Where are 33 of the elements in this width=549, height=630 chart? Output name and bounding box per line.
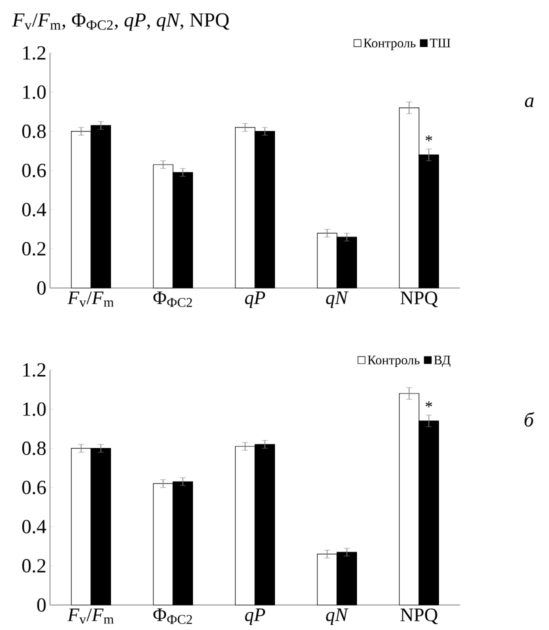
x-tick-label: qN <box>326 292 349 308</box>
y-tick-label: 0.2 <box>22 559 46 573</box>
legend-label: ТШ <box>430 38 450 48</box>
y-tick-label: 0.8 <box>22 124 46 138</box>
y-tick-label: 1.2 <box>23 46 46 60</box>
y-tick-label: 0 <box>37 598 46 612</box>
y-tick-label: 0.2 <box>22 242 46 256</box>
x-tick-label: Φ$_{ФС2}$ <box>153 292 192 307</box>
y-tick-label: 1.2 <box>23 363 46 377</box>
y-tick-label: 0 <box>37 281 46 295</box>
x-tick-label: qN <box>326 608 349 626</box>
annotation: * <box>426 135 432 142</box>
y-tick-label: 1.0 <box>23 402 46 416</box>
y-tick-label: 0.6 <box>22 164 46 178</box>
text: F$_{v}$/F$_{m}$, Φ$_{ФС2}$, qP, qN, NPQ <box>12 13 230 31</box>
annotation: * <box>426 401 432 408</box>
x-tick-label: NPQ <box>400 292 438 308</box>
x-tick-label: NPQ <box>400 608 438 624</box>
y-tick-label: 0.4 <box>22 202 46 216</box>
text: а <box>524 98 534 108</box>
y-tick-label: 0.6 <box>22 480 46 494</box>
legend-label: Контроль <box>368 356 420 368</box>
y-tick-label: 1.0 <box>23 85 46 99</box>
legend-label: Контроль <box>364 38 416 50</box>
x-tick-label: F$_{v}$/F$_{m}$ <box>67 608 114 624</box>
x-tick-label: qP <box>245 608 266 626</box>
x-tick-label: Φ$_{ФС2}$ <box>153 608 192 624</box>
legend-label: ВД <box>434 356 450 368</box>
x-tick-label: F$_{v}$/F$_{m}$ <box>67 292 114 307</box>
x-tick-label: qP <box>245 292 266 308</box>
text: б <box>524 412 534 427</box>
y-tick-label: 0.8 <box>22 442 46 456</box>
y-tick-label: 0.4 <box>22 520 46 534</box>
